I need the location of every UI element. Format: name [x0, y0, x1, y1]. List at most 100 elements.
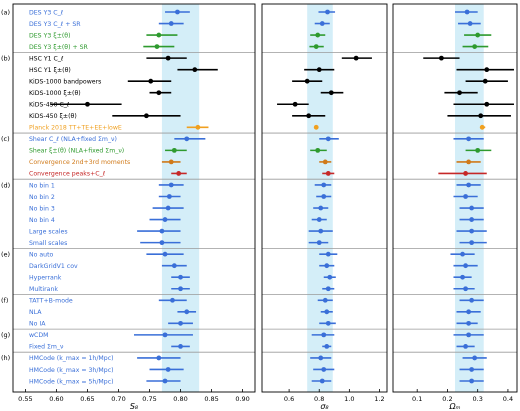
- data-point: [325, 251, 331, 257]
- data-point: [315, 147, 321, 153]
- data-point: [316, 240, 322, 246]
- data-point: [162, 378, 168, 384]
- data-point: [466, 309, 472, 315]
- axes-frame: [392, 3, 518, 393]
- data-point: [316, 67, 322, 73]
- data-point: [162, 217, 168, 222]
- row-label: DES Y3 ξ±(θ): [29, 32, 71, 39]
- data-point: [475, 147, 481, 153]
- row-label: No bin 3: [29, 205, 55, 212]
- x-tick-label: 1.2: [374, 395, 384, 403]
- data-point: [165, 205, 171, 211]
- data-point: [438, 55, 444, 61]
- data-point: [313, 124, 319, 130]
- data-point: [168, 159, 174, 165]
- data-point: [460, 251, 465, 257]
- data-point: [463, 171, 468, 176]
- row-label: No bin 4: [29, 217, 55, 224]
- data-point: [322, 159, 328, 165]
- data-point: [325, 286, 331, 292]
- data-point: [464, 9, 470, 15]
- data-point: [165, 367, 171, 372]
- row-label: Fixed Σm_ν: [29, 344, 64, 351]
- data-point: [353, 55, 359, 61]
- data-point: [319, 378, 325, 384]
- group-label: (a): [1, 8, 10, 16]
- row-label: HSC Y1 C_ℓ: [29, 55, 64, 62]
- data-point: [460, 274, 465, 280]
- x-tick-label: 0.8: [314, 395, 324, 403]
- data-point: [166, 194, 172, 199]
- data-point: [472, 355, 478, 361]
- data-point: [328, 90, 334, 96]
- reference-band: [307, 4, 333, 392]
- data-point: [457, 90, 462, 96]
- data-point: [469, 367, 475, 372]
- x-axis-label: S₈: [130, 402, 139, 411]
- x-tick-label: 1.0: [344, 395, 354, 403]
- data-point: [184, 136, 190, 142]
- data-point: [168, 21, 174, 26]
- data-point: [178, 320, 183, 326]
- data-point: [324, 344, 330, 349]
- row-label: KiDS-450 C_ℓ: [29, 102, 70, 109]
- data-point: [482, 78, 488, 84]
- group-label: (d): [1, 181, 10, 189]
- reference-band: [455, 4, 484, 392]
- data-point: [316, 217, 322, 222]
- data-point: [156, 90, 162, 96]
- row-label: No auto: [29, 251, 54, 258]
- data-point: [478, 113, 484, 119]
- data-point: [484, 101, 490, 107]
- row-label: DES Y3 C_ℓ: [29, 9, 64, 16]
- row-label: HSC Y1 ξ±(θ): [29, 67, 71, 74]
- row-label: DES Y3 ξ±(θ) + SR: [29, 44, 89, 51]
- data-point: [479, 124, 485, 130]
- row-label: Hyperrank: [29, 275, 62, 282]
- x-tick-label: 0.80: [173, 395, 187, 403]
- data-point: [318, 355, 324, 361]
- row-label: Small scales: [29, 240, 67, 247]
- data-point: [327, 274, 333, 280]
- data-point: [192, 67, 198, 73]
- data-point: [162, 251, 168, 257]
- group-label: (b): [1, 54, 10, 62]
- data-point: [156, 355, 162, 361]
- data-point: [170, 297, 175, 303]
- data-point: [306, 113, 312, 119]
- row-label: No bin 1: [29, 182, 55, 189]
- data-point: [85, 101, 90, 107]
- data-point: [466, 320, 472, 326]
- axes-frame: [261, 3, 388, 393]
- x-tick-label: 0.85: [204, 395, 218, 403]
- x-tick-label: 0.3: [473, 395, 483, 403]
- row-label: No bin 2: [29, 194, 55, 201]
- x-tick-label: 0.60: [49, 395, 63, 403]
- group-label: (c): [1, 135, 10, 143]
- data-point: [466, 159, 472, 165]
- data-point: [178, 286, 183, 292]
- data-point: [324, 263, 330, 269]
- row-label: Convergence 2nd+3rd moments: [29, 159, 130, 166]
- data-point: [154, 44, 160, 49]
- row-label: Shear ξ±(θ) (NLA+fixed Σm_ν): [29, 148, 124, 155]
- data-point: [322, 297, 328, 303]
- data-point: [321, 332, 327, 338]
- data-point: [463, 286, 468, 292]
- data-point: [467, 21, 473, 26]
- data-point: [171, 263, 177, 269]
- data-point: [318, 205, 324, 211]
- data-point: [475, 32, 481, 38]
- x-tick-label: 0.90: [235, 395, 249, 403]
- data-point: [469, 240, 475, 246]
- row-label: DES Y3 C_ℓ + SR: [29, 21, 81, 28]
- data-point: [469, 297, 475, 303]
- data-point: [148, 78, 154, 84]
- row-label: KiDS-1000 ξ±(θ): [29, 90, 81, 97]
- data-point: [159, 240, 165, 246]
- data-point: [466, 332, 472, 338]
- data-point: [175, 9, 180, 15]
- data-point: [469, 217, 475, 222]
- row-label: HMCode (k_max = 5h/Mpc): [29, 378, 114, 385]
